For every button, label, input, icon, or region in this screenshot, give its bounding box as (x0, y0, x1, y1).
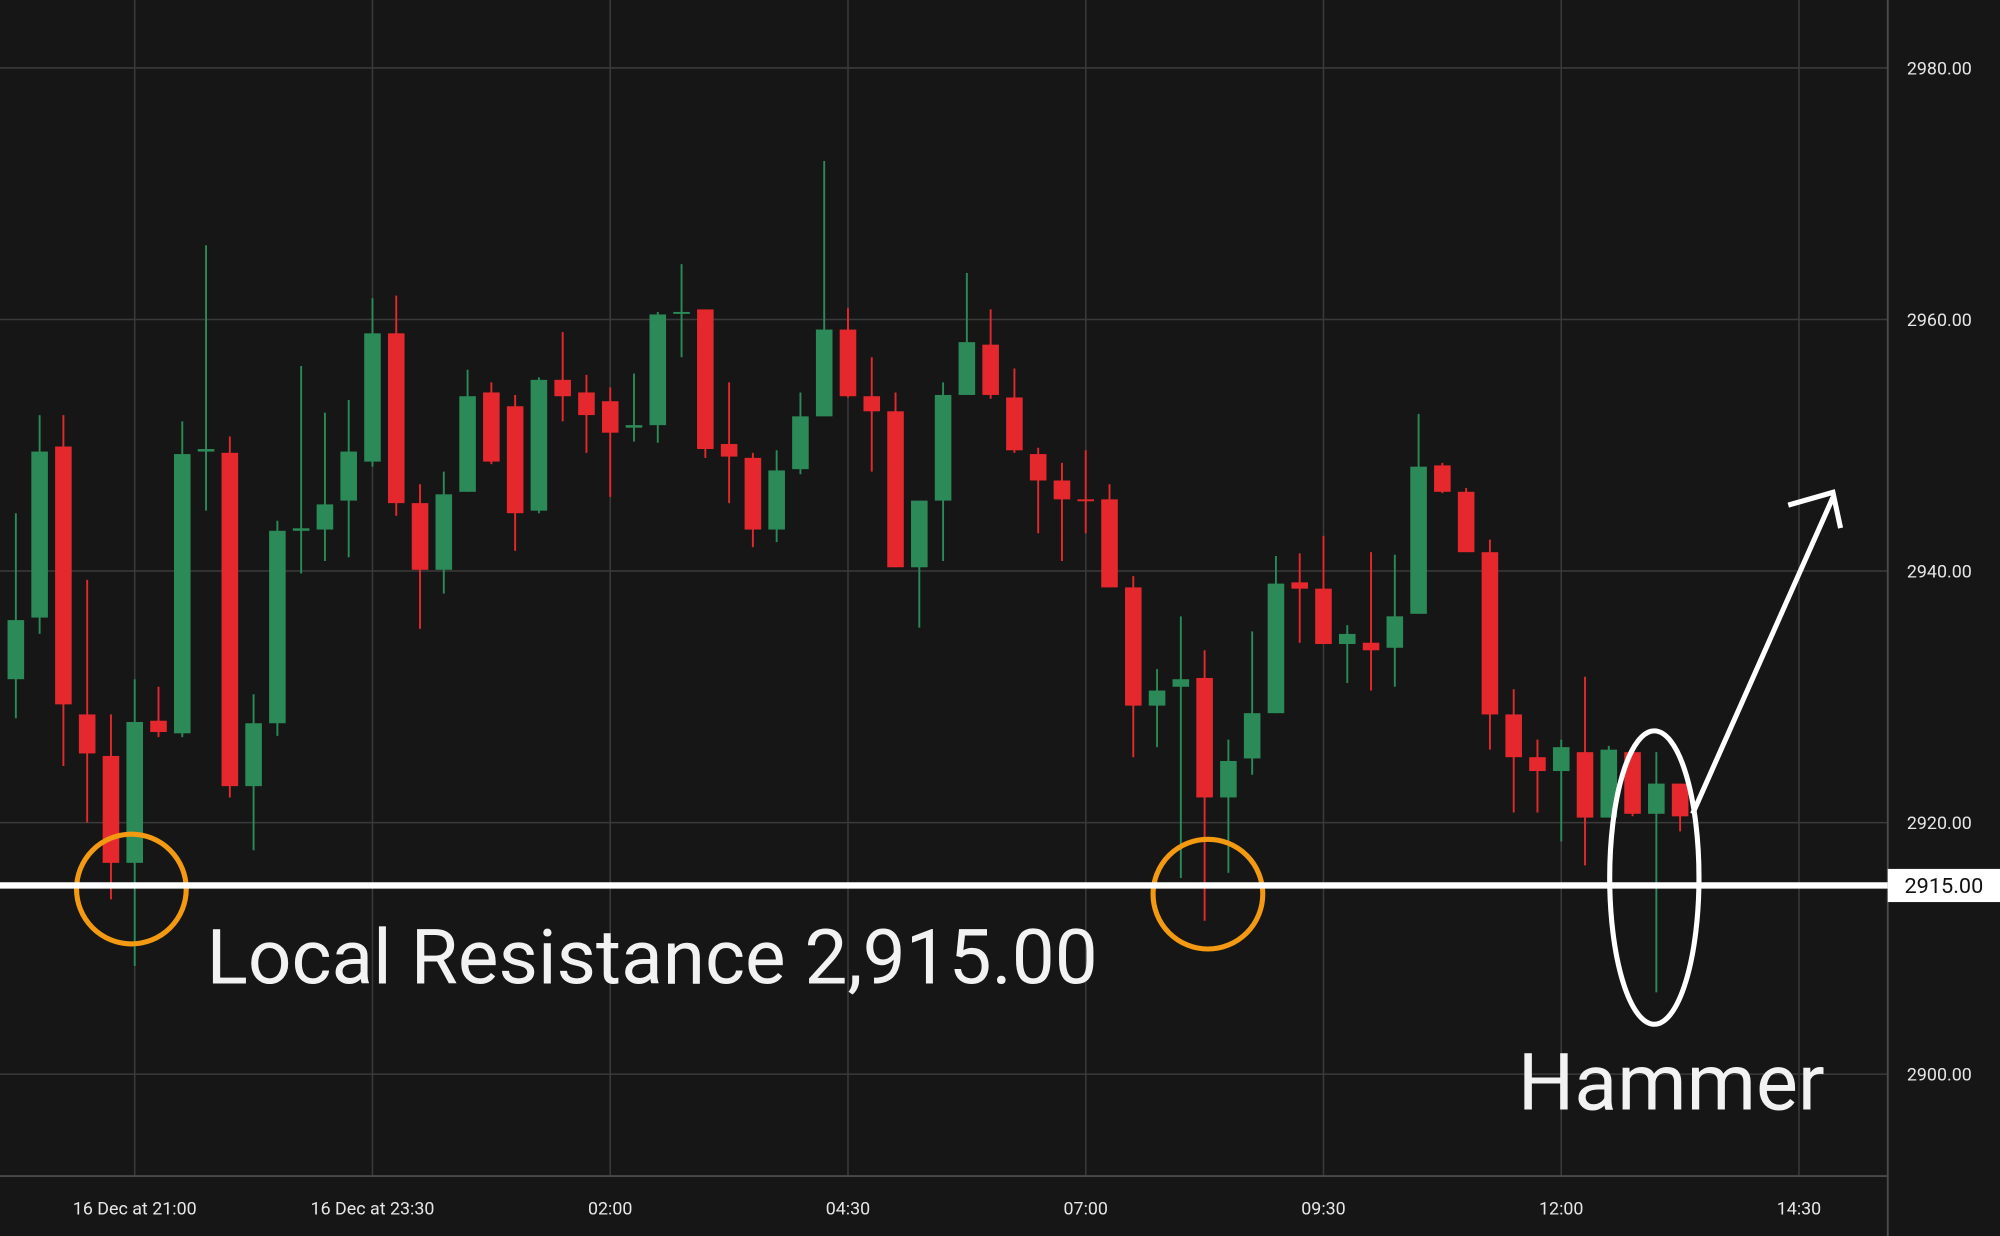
y-tick-label: 2980.00 (1907, 58, 1972, 79)
x-tick-label: 02:00 (588, 1198, 632, 1219)
candle-body (506, 406, 524, 514)
price-label: 2915.00 (1904, 874, 1983, 899)
candle-body (1624, 752, 1641, 814)
candle-body (269, 530, 286, 724)
annotation: Hammer (1518, 1038, 1825, 1130)
candle-body (934, 394, 952, 501)
price-label-box (1887, 868, 2000, 903)
candle-body (673, 311, 690, 314)
candle-body (578, 392, 595, 416)
candle-body (102, 755, 120, 863)
candle-body (911, 500, 928, 568)
y-tick-label: 2940.00 (1907, 561, 1972, 582)
candle-body (387, 333, 405, 504)
candle-body (1267, 583, 1285, 714)
candle-body (792, 416, 809, 470)
candle-body (982, 344, 999, 395)
candle-body (1529, 757, 1546, 772)
x-tick-label: 12:00 (1539, 1198, 1583, 1219)
candle-body (126, 721, 144, 863)
candle-body (150, 720, 167, 733)
candle-body (1481, 552, 1499, 715)
candle-body (316, 504, 334, 530)
candle-body (1362, 642, 1380, 651)
candle-body (958, 342, 976, 395)
candle-body (197, 449, 215, 452)
x-tick-label: 07:00 (1064, 1198, 1108, 1219)
candle-body (411, 503, 429, 570)
candle-body (1505, 714, 1522, 758)
y-tick-label: 2900.00 (1907, 1065, 1972, 1086)
candle-body (1148, 690, 1166, 706)
candle-body (1315, 588, 1332, 644)
hammer-ellipse (1607, 728, 1702, 1027)
candle-body (1124, 587, 1142, 706)
candle-body (625, 425, 643, 428)
y-tick-label: 2920.00 (1907, 813, 1972, 834)
candle-body (221, 452, 239, 787)
candle-body (483, 392, 500, 462)
candle-body (1029, 454, 1047, 481)
candle-body (554, 379, 571, 397)
candle-body (1220, 760, 1237, 798)
x-tick-label: 16 Dec at 21:00 (73, 1198, 197, 1219)
candle-body (435, 494, 453, 570)
candle-body (1671, 783, 1689, 817)
x-tick-label: 09:30 (1301, 1198, 1345, 1219)
candle-body (887, 411, 904, 568)
x-tick-label: 04:30 (826, 1198, 870, 1219)
candle-body (815, 329, 833, 417)
candle-body (1457, 491, 1475, 553)
candle-body (245, 723, 262, 787)
candle-body (530, 379, 548, 511)
candle-body (1338, 633, 1356, 644)
candle-body (1006, 397, 1023, 451)
candle-body (1172, 679, 1190, 687)
candle-body (1434, 465, 1451, 492)
candle-body (55, 446, 72, 705)
candle-body (292, 528, 310, 531)
candle-body (1196, 677, 1213, 798)
candle-body (1243, 713, 1261, 759)
y-tick-label: 2960.00 (1907, 310, 1972, 331)
candle-body (1552, 747, 1570, 772)
highlight-circle (73, 831, 189, 947)
candle-body (863, 396, 881, 412)
candle-body (768, 470, 785, 530)
annotation: Local Resistance 2,915.00 (207, 912, 1098, 1002)
candle-body (839, 329, 857, 397)
candle-body (31, 451, 48, 618)
candle-body (364, 333, 381, 462)
candle-body (7, 620, 25, 680)
arrow (1690, 489, 1844, 815)
candle-body (1410, 466, 1427, 614)
highlight-circle (1150, 836, 1266, 952)
candle-body (340, 451, 357, 501)
x-tick-label: 16 Dec at 23:30 (311, 1198, 435, 1219)
candle-body (601, 401, 619, 433)
candle-body (697, 309, 714, 450)
candle-body (459, 396, 476, 492)
candles (7, 161, 1689, 993)
candle-body (1576, 752, 1594, 818)
candle-body (1648, 783, 1665, 814)
candle-body (78, 714, 96, 754)
x-tick-label: 14:30 (1777, 1198, 1821, 1219)
candle-body (1077, 499, 1095, 502)
candle-body (173, 454, 191, 734)
candle-body (1101, 499, 1118, 588)
candle-body (1291, 582, 1309, 589)
candle-body (1386, 616, 1404, 648)
candle-body (1600, 749, 1618, 818)
candle-body (1053, 480, 1071, 500)
candle-body (649, 314, 667, 426)
candle-body (744, 457, 762, 530)
candle-body (720, 444, 738, 457)
